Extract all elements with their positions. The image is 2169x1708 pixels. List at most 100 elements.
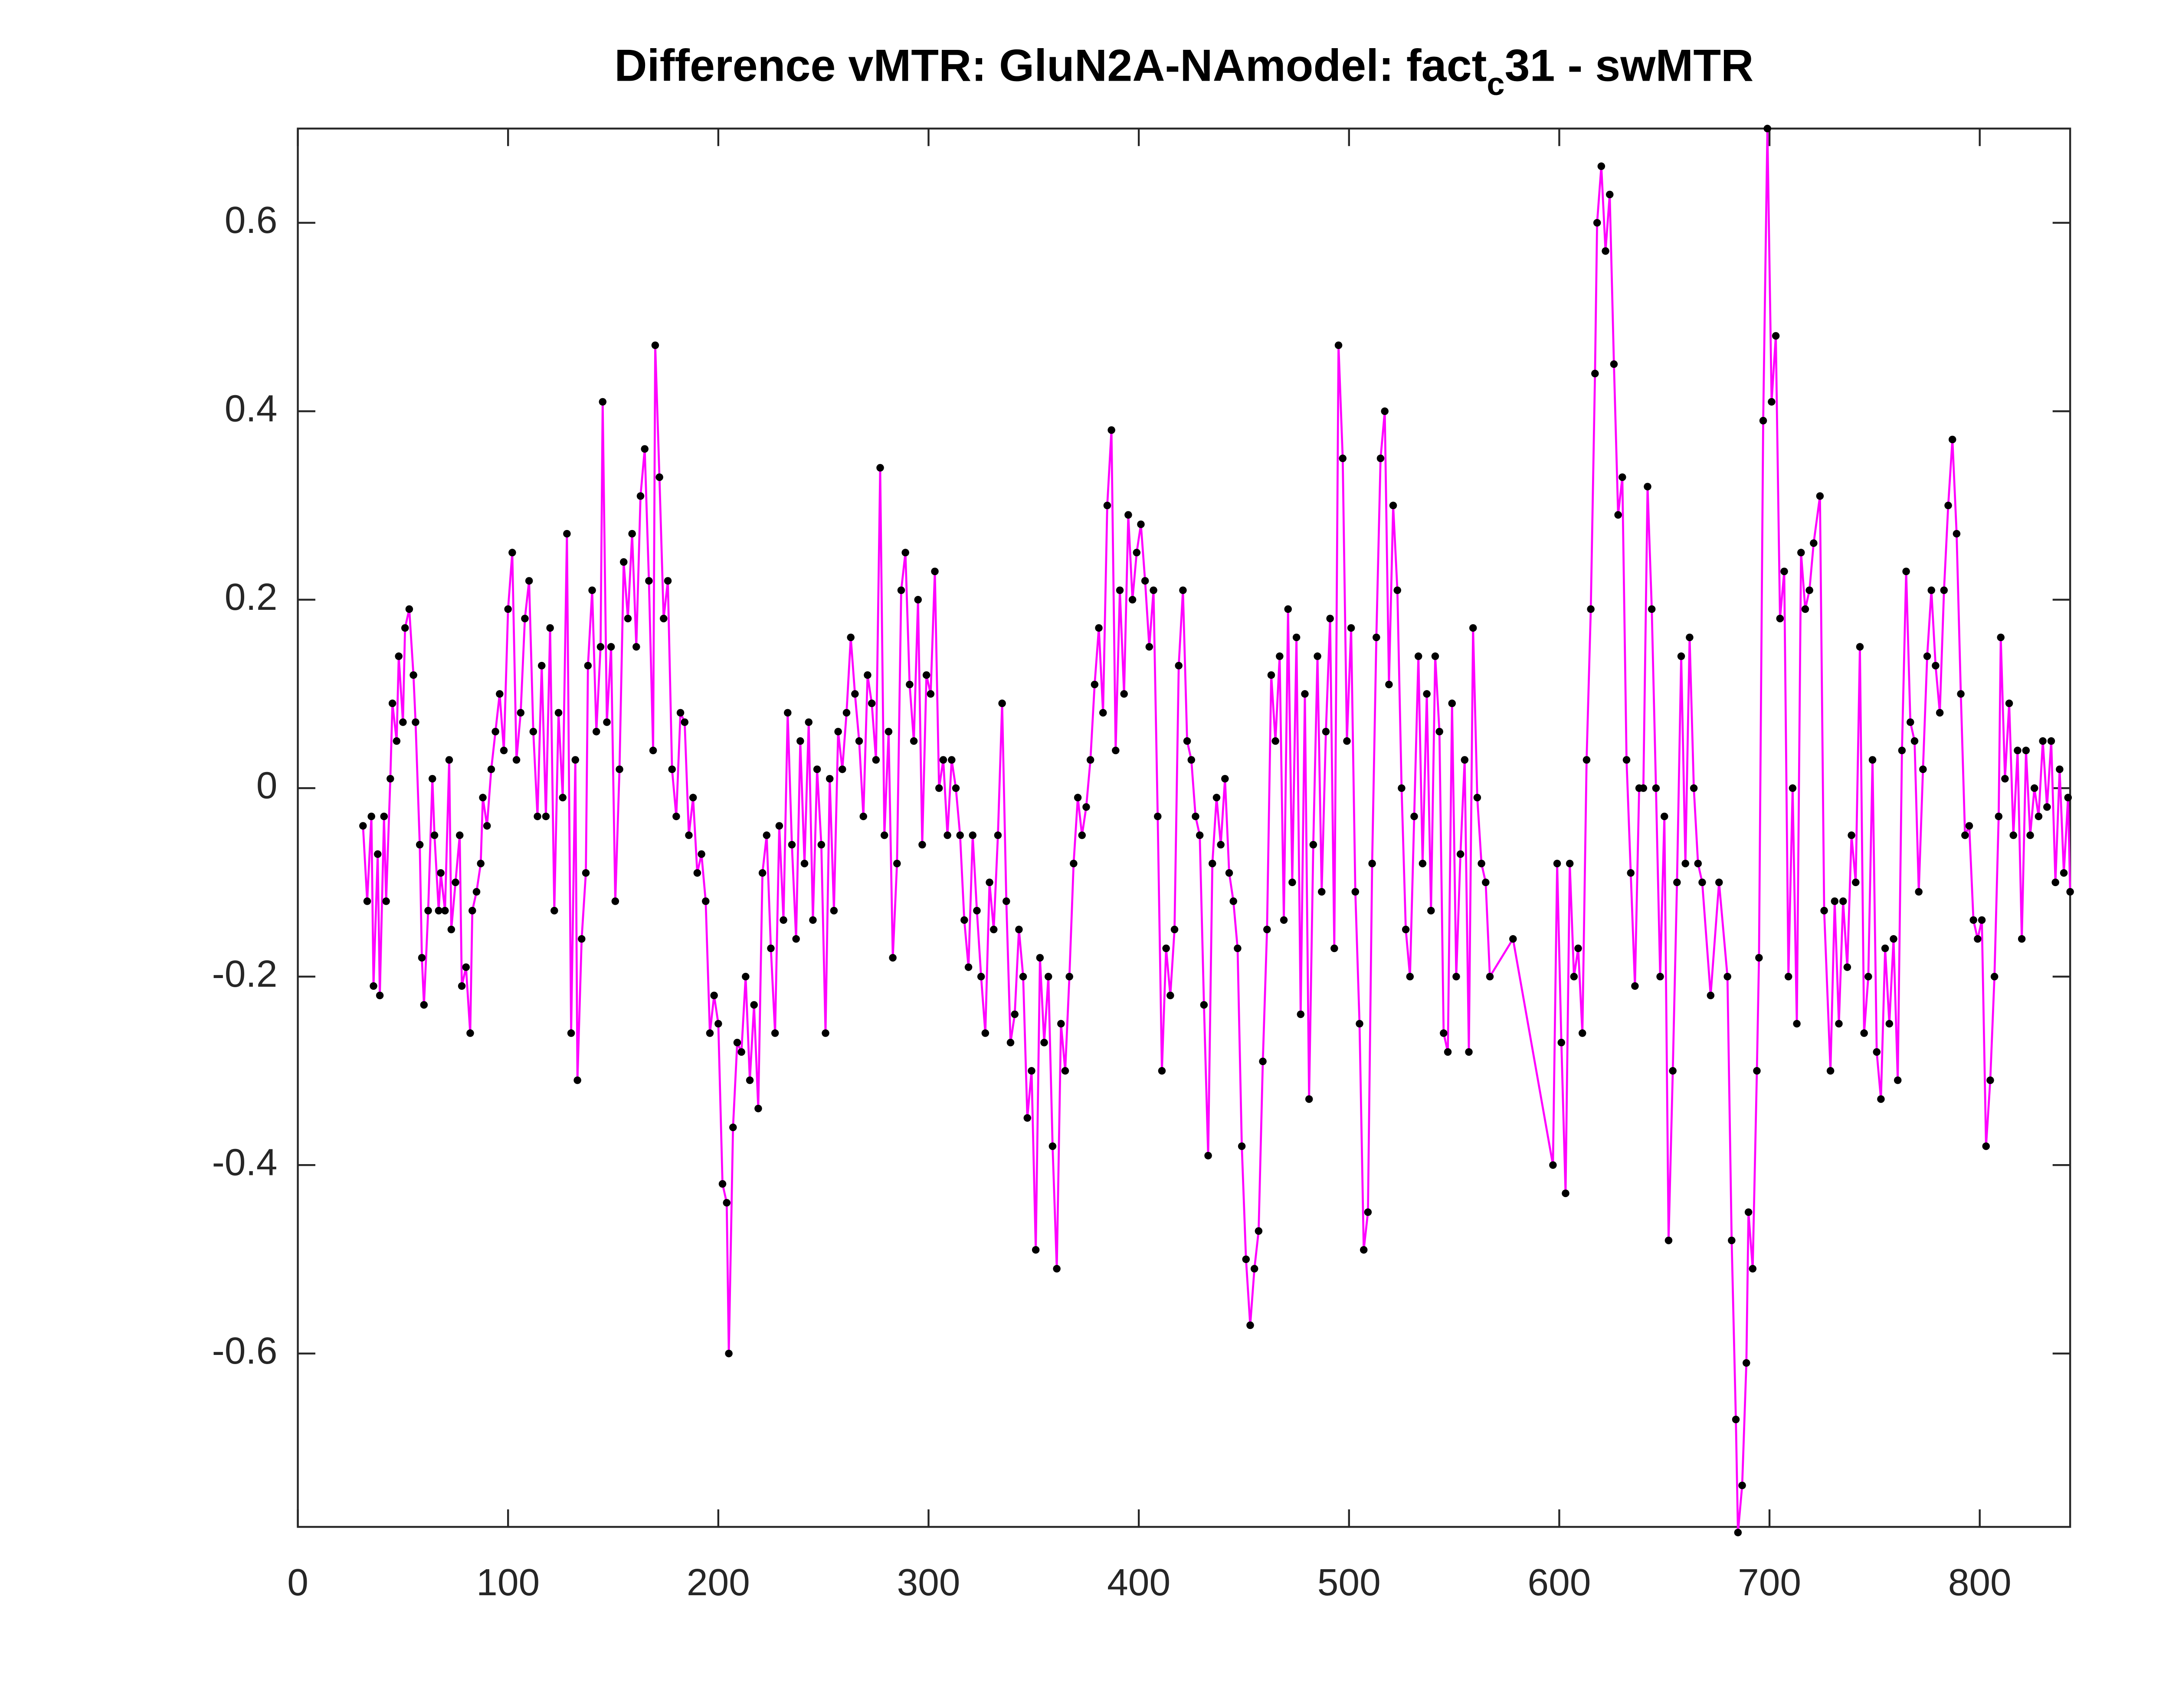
data-point (1768, 398, 1776, 406)
data-point (1652, 784, 1660, 792)
data-point (1953, 530, 1961, 538)
data-point (420, 1001, 428, 1009)
data-point (742, 972, 750, 981)
data-point (922, 671, 931, 679)
data-point (1406, 972, 1414, 981)
data-point (1995, 812, 2003, 821)
data-point (1848, 831, 1855, 839)
data-point (1217, 841, 1225, 849)
data-point (1978, 916, 1986, 924)
data-point (1381, 407, 1389, 415)
data-point (567, 1029, 575, 1037)
data-point (1393, 586, 1401, 594)
data-point (1137, 520, 1145, 528)
data-point (559, 794, 567, 802)
data-point (1334, 341, 1343, 349)
data-point (1465, 1048, 1473, 1056)
data-point (388, 699, 396, 707)
data-point (1074, 794, 1082, 802)
data-point (927, 690, 935, 698)
data-point (1061, 1067, 1069, 1075)
y-tick-label: 0.4 (225, 387, 278, 429)
data-point (1816, 492, 1824, 500)
data-point (1255, 1227, 1263, 1235)
data-point (822, 1029, 829, 1037)
data-point (714, 1020, 722, 1028)
data-point (491, 728, 499, 736)
data-point (1070, 860, 1078, 867)
data-point (1549, 1161, 1557, 1169)
data-point (1619, 473, 1626, 481)
data-point (897, 586, 905, 594)
data-point (1885, 1020, 1894, 1028)
x-tick-label: 100 (476, 1561, 540, 1603)
data-point (1907, 718, 1914, 726)
data-point (445, 756, 453, 764)
data-point (1284, 605, 1292, 613)
data-point (363, 897, 371, 905)
data-point (1759, 417, 1767, 425)
data-point (1032, 1246, 1040, 1254)
data-point (611, 897, 619, 905)
data-point (1145, 643, 1153, 651)
data-point (1166, 991, 1174, 999)
data-point (901, 549, 909, 556)
data-point (1078, 831, 1086, 839)
data-point (1183, 737, 1191, 745)
data-point (969, 831, 977, 839)
data-point (1965, 822, 1973, 830)
data-point (931, 567, 939, 576)
data-point (387, 775, 394, 783)
data-point (1553, 860, 1561, 867)
data-point (2022, 746, 2030, 755)
data-point (655, 473, 663, 481)
data-point (1373, 633, 1380, 641)
data-point (1128, 596, 1137, 604)
data-point (1461, 756, 1469, 764)
data-point (1280, 916, 1288, 924)
data-point (1864, 972, 1872, 981)
data-point (1805, 586, 1813, 594)
data-point (1351, 888, 1360, 896)
data-point (651, 341, 659, 349)
data-point (1234, 944, 1242, 952)
data-point (868, 699, 876, 707)
data-point (496, 690, 504, 698)
data-point (859, 812, 867, 821)
data-point (998, 699, 1006, 707)
data-point (1364, 1208, 1372, 1216)
data-point (1385, 681, 1393, 688)
data-point (1028, 1067, 1035, 1075)
data-point (1473, 794, 1481, 802)
data-point (851, 690, 859, 698)
data-point (1894, 1076, 1902, 1084)
data-point (500, 746, 508, 755)
data-point (1040, 1039, 1048, 1047)
data-point (1660, 812, 1668, 821)
data-point (455, 831, 464, 839)
data-point (889, 954, 897, 962)
data-point (1440, 1029, 1448, 1037)
data-point (1318, 888, 1326, 896)
data-point (693, 869, 701, 877)
data-point (458, 982, 466, 990)
data-point (767, 944, 775, 952)
data-point (1715, 878, 1723, 887)
data-point (487, 765, 495, 773)
data-point (2066, 888, 2074, 896)
data-point (1957, 690, 1965, 698)
data-point (1015, 926, 1023, 933)
data-point (1898, 746, 1906, 755)
data-point (573, 1076, 581, 1084)
data-point (685, 831, 693, 839)
data-point (1204, 1152, 1212, 1160)
data-point (1192, 812, 1199, 821)
data-point (1856, 643, 1864, 651)
data-point (1322, 728, 1330, 736)
data-point (367, 812, 375, 821)
data-point (2051, 878, 2059, 887)
data-point (994, 831, 1002, 839)
data-point (395, 652, 403, 660)
data-point (430, 831, 439, 839)
